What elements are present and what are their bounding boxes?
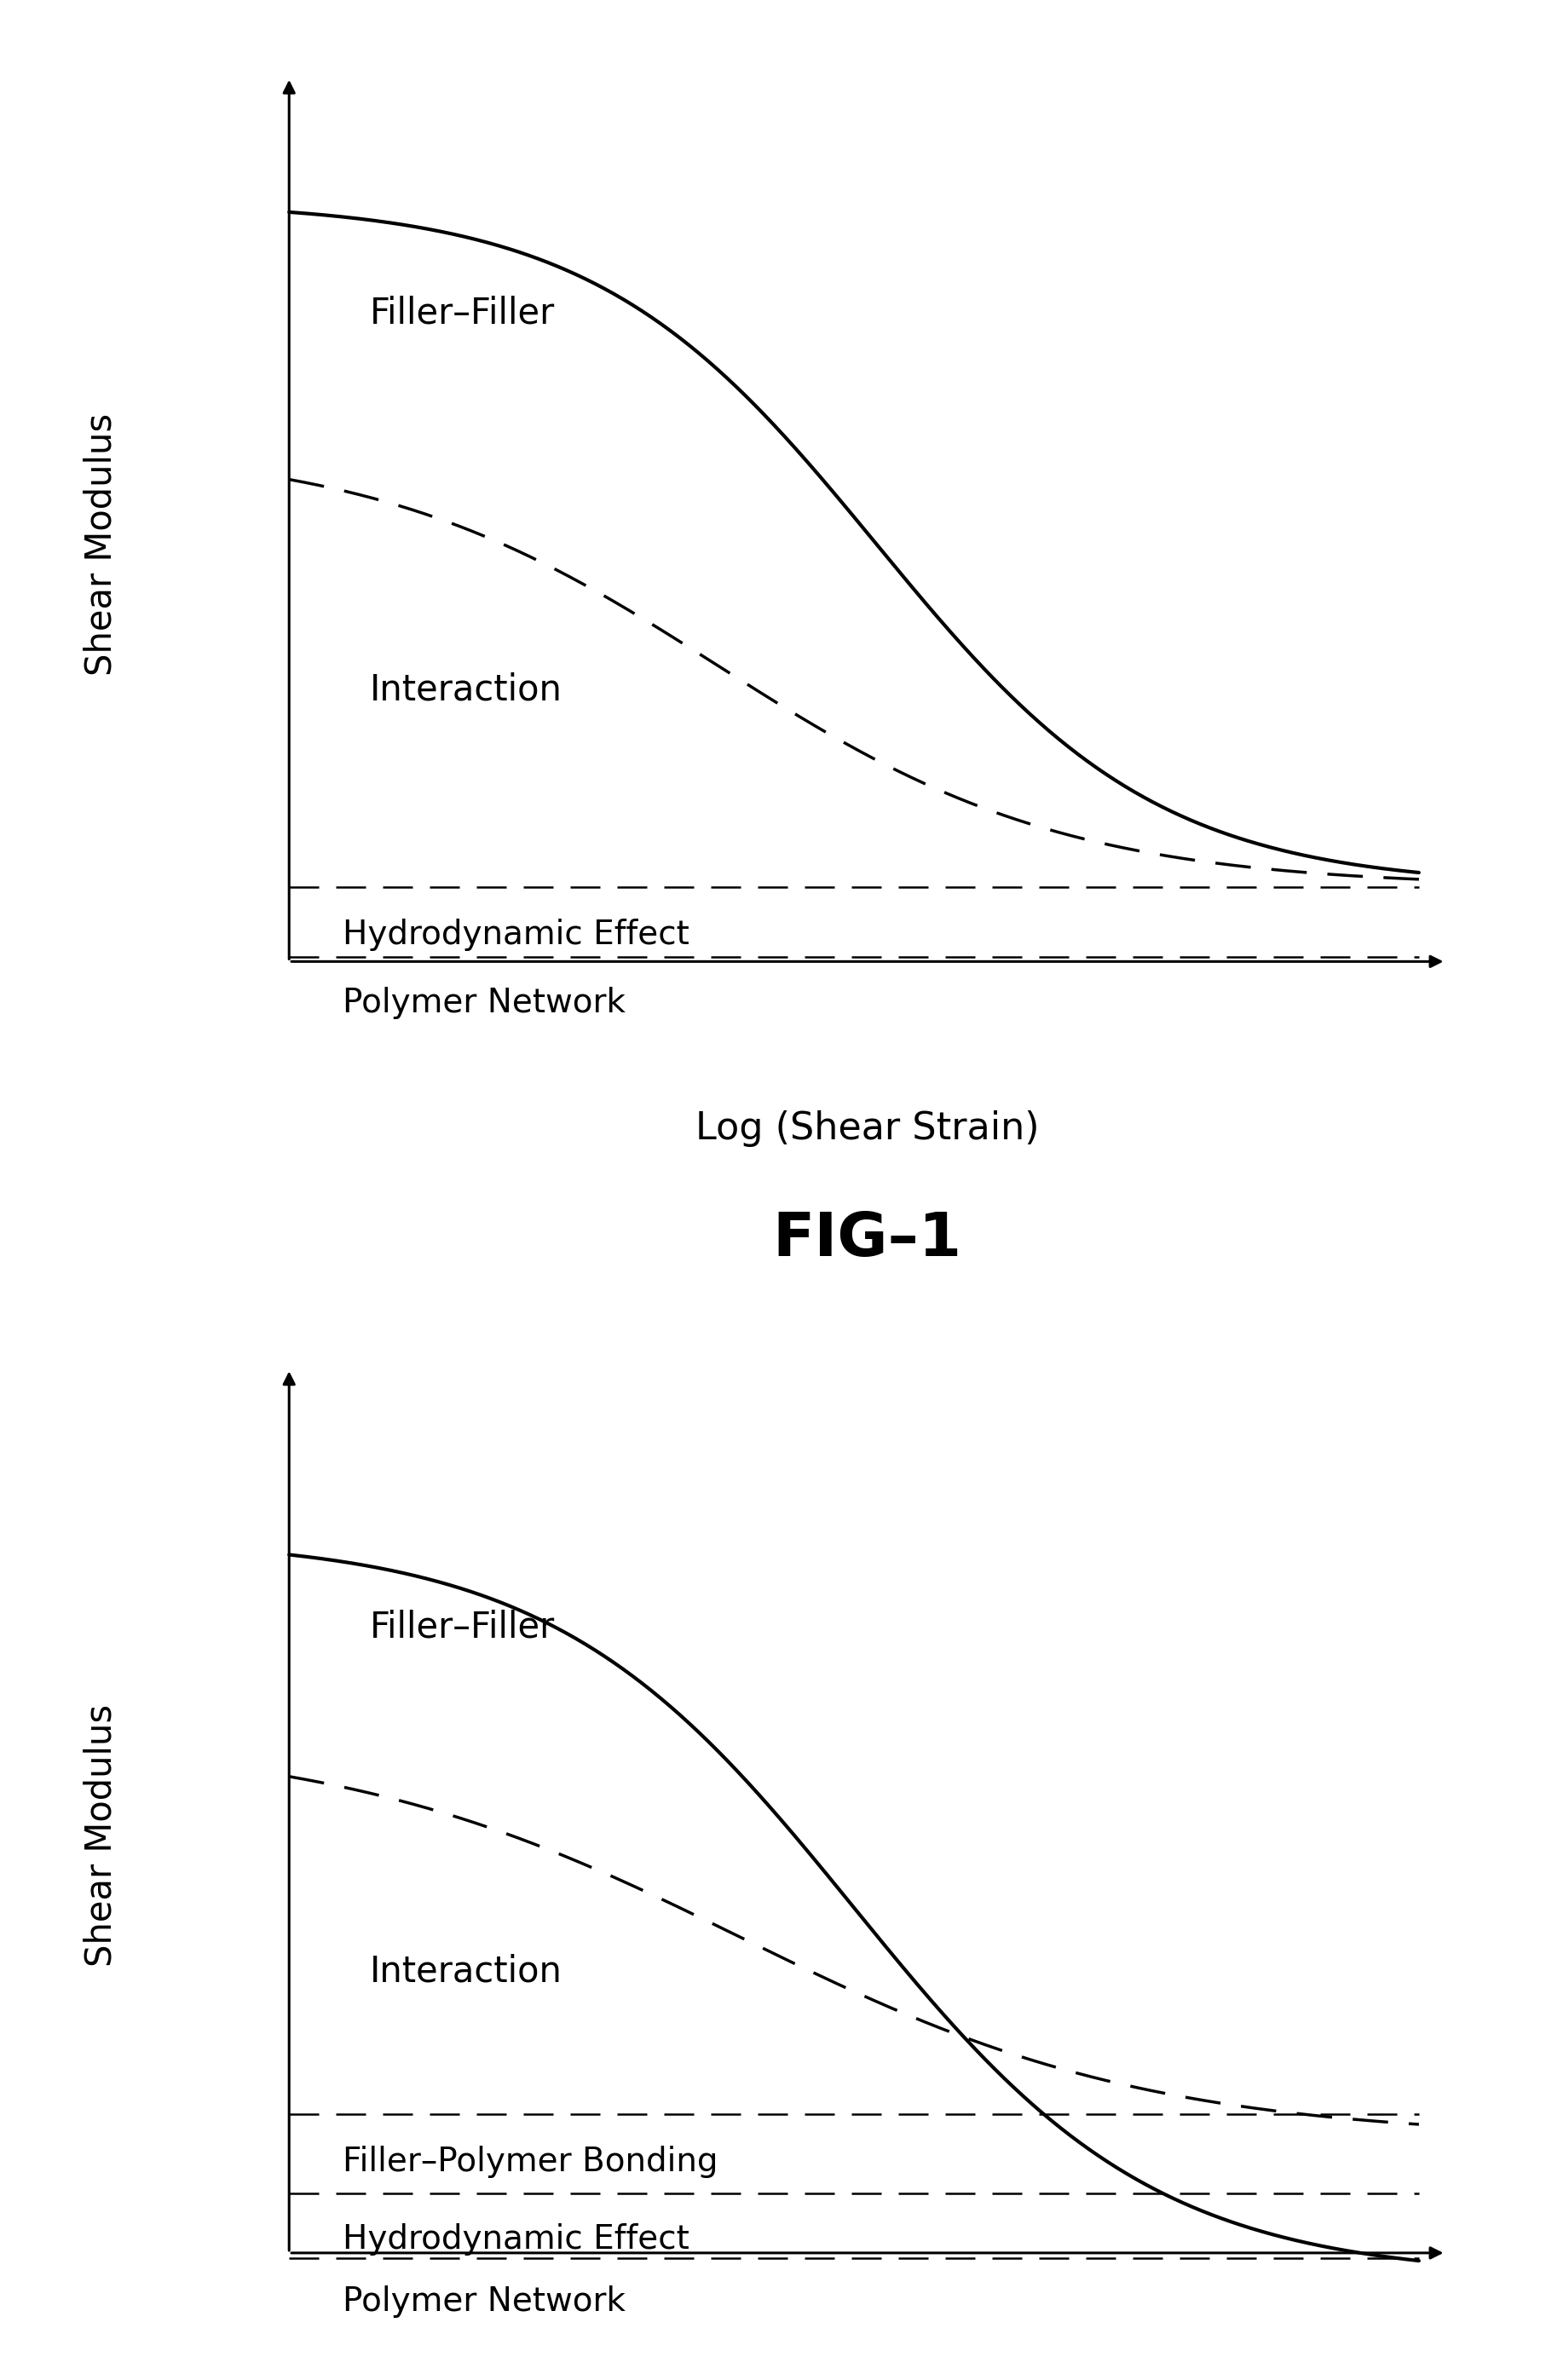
Text: Filler–Filler: Filler–Filler [369,295,555,331]
Text: Interaction: Interaction [369,671,563,707]
Text: Hydrodynamic Effect: Hydrodynamic Effect [343,2223,690,2256]
Text: Polymer Network: Polymer Network [343,985,626,1019]
Text: Hydrodynamic Effect: Hydrodynamic Effect [343,919,690,952]
Text: Polymer Network: Polymer Network [343,2285,626,2318]
Text: Filler–Filler: Filler–Filler [369,1609,555,1645]
Text: Interaction: Interaction [369,1954,563,1990]
Text: Shear Modulus: Shear Modulus [83,414,119,676]
Text: Filler–Polymer Bonding: Filler–Polymer Bonding [343,2147,719,2178]
Text: Shear Modulus: Shear Modulus [83,1704,119,1966]
Text: Log (Shear Strain): Log (Shear Strain) [696,1111,1039,1147]
Text: FIG–1: FIG–1 [773,1209,962,1269]
